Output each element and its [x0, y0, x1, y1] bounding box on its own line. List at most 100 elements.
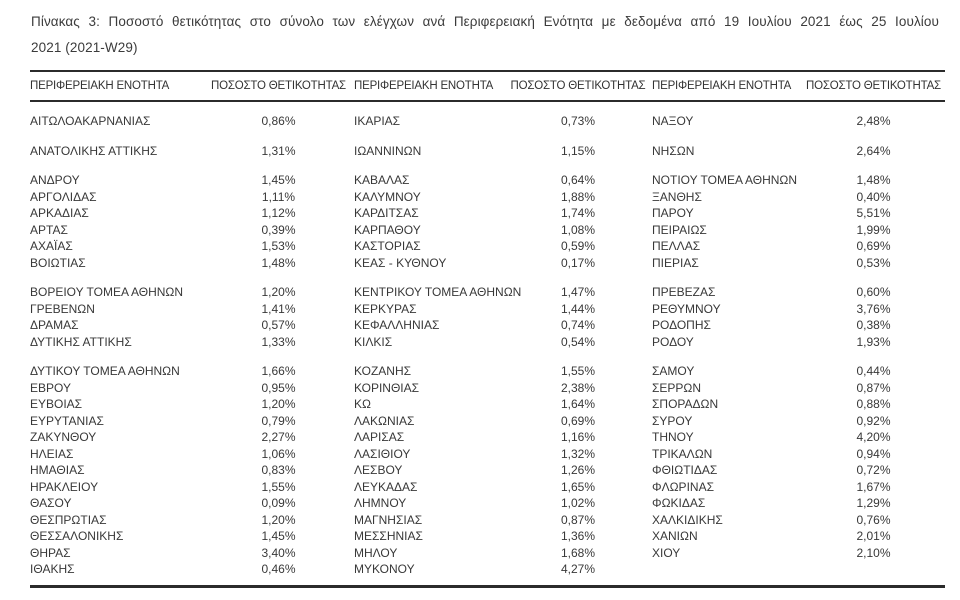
table-row: ΑΝΔΡΟΥ 1,45% ΚΑΒΑΛΑΣ 0,64% ΝΟΤΙΟΥ ΤΟΜΕΑ ΑΘΗΝ… — [30, 172, 945, 189]
positivity-cell: 0,44% — [856, 364, 891, 378]
region-cell: ΔΥΤΙΚΗΣ ΑΤΤΙΚΗΣ — [30, 334, 132, 349]
positivity-cell: 0,73% — [560, 114, 596, 128]
region-cell: ΑΙΤΩΛΟΑΚΑΡΝΑΝΙΑΣ — [30, 114, 151, 128]
region-cell: ΘΑΣΟΥ — [30, 496, 72, 510]
positivity-cell: 0,46% — [261, 562, 296, 576]
region-cell: ΒΟΙΩΤΙΑΣ — [30, 255, 86, 270]
region-cell: ΠΕΛΛΑΣ — [652, 239, 701, 253]
region-cell: ΣΕΡΡΩΝ — [652, 380, 702, 395]
positivity-cell: 2,48% — [856, 114, 891, 128]
region-cell: ΑΡΚΑΔΙΑΣ — [30, 206, 89, 220]
positivity-cell: 2,10% — [856, 545, 891, 560]
positivity-cell: 0,88% — [856, 397, 891, 411]
region-cell: ΒΟΡΕΙΟΥ ΤΟΜΕΑ ΑΘΗΝΩΝ — [30, 285, 184, 299]
region-cell: ΚΩ — [354, 397, 371, 411]
table-row: ΘΕΣΠΡΩΤΙΑΣ 1,20% ΜΑΓΝΗΣΙΑΣ 0,87% ΧΑΛΚΙΔΙΚΗΣ 0… — [30, 512, 945, 529]
positivity-cell: 1,20% — [261, 512, 296, 527]
table-row: ΑΧΑΪΑΣ 1,53% ΚΑΣΤΟΡΙΑΣ 0,59% ΠΕΛΛΑΣ 0,69% — [30, 238, 945, 255]
region-cell: ΚΑΒΑΛΑΣ — [354, 173, 410, 187]
region-cell: ΗΡΑΚΛΕΙΟΥ — [30, 479, 99, 494]
positivity-cell: 1,48% — [856, 173, 891, 187]
positivity-cell: 1,31% — [261, 143, 296, 158]
region-cell: ΖΑΚΥΝΘΟΥ — [30, 430, 97, 444]
table-row: ΔΡΑΜΑΣ 0,57% ΚΕΦΑΛΛΗΝΙΑΣ 0,74% ΡΟΔΟΠΗΣ 0,38% — [30, 317, 945, 334]
region-cell: ΛΕΥΚΑΔΑΣ — [354, 479, 418, 494]
region-cell: ΘΗΡΑΣ — [30, 545, 71, 560]
region-cell: ΘΕΣΠΡΩΤΙΑΣ — [30, 512, 107, 527]
positivity-cell: 1,11% — [261, 189, 296, 204]
positivity-cell: 1,36% — [560, 529, 596, 543]
column-header-region: ΠΕΡΙΦΕΡΕΙΑΚΗ ΕΝΟΤΗΤΑ — [652, 80, 792, 92]
positivity-cell: 0,72% — [856, 463, 891, 477]
positivity-cell: 0,74% — [560, 318, 596, 332]
table-row: ΘΗΡΑΣ 3,40% ΜΗΛΟΥ 1,68% ΧΙΟΥ 2,10% — [30, 545, 945, 562]
region-cell: ΘΕΣΣΑΛΟΝΙΚΗΣ — [30, 529, 124, 543]
region-cell: ΤΡΙΚΑΛΩΝ — [652, 446, 713, 461]
table-row: ΑΙΤΩΛΟΑΚΑΡΝΑΝΙΑΣ 0,86% ΙΚΑΡΙΑΣ 0,73% ΝΑΞΟΥ 2,… — [30, 113, 945, 130]
region-cell: ΚΑΡΔΙΤΣΑΣ — [354, 206, 419, 220]
table-row: ΕΥΒΟΙΑΣ 1,20% ΚΩ 1,64% ΣΠΟΡΑΔΩΝ 0,88% — [30, 396, 945, 413]
region-cell: ΑΝΔΡΟΥ — [30, 173, 80, 187]
region-cell: ΚΑΡΠΑΘΟΥ — [354, 222, 421, 237]
region-cell: ΙΘΑΚΗΣ — [30, 562, 75, 576]
positivity-cell: 1,44% — [560, 301, 596, 316]
table-row: ΑΡΤΑΣ 0,39% ΚΑΡΠΑΘΟΥ 1,08% ΠΕΙΡΑΙΩΣ 1,99% — [30, 222, 945, 239]
positivity-cell: 1,06% — [261, 446, 296, 461]
region-cell: ΦΘΙΩΤΙΔΑΣ — [652, 463, 718, 477]
column-header-positivity: ΠΟΣΟΣΤΟ ΘΕΤΙΚΟΤΗΤΑΣ — [211, 80, 346, 92]
positivity-cell: 1,47% — [560, 285, 596, 299]
region-cell: ΔΥΤΙΚΟΥ ΤΟΜΕΑ ΑΘΗΝΩΝ — [30, 364, 180, 378]
positivity-cell: 3,40% — [261, 545, 296, 560]
table-row: ΒΟΙΩΤΙΑΣ 1,48% ΚΕΑΣ - ΚΥΘΝΟΥ 0,17% ΠΙΕΡΙΑΣ 0,… — [30, 255, 945, 272]
table-row: ΒΟΡΕΙΟΥ ΤΟΜΕΑ ΑΘΗΝΩΝ 1,20% ΚΕΝΤΡΙΚΟΥ ΤΟΜΕΑ… — [30, 284, 945, 301]
region-cell: ΜΕΣΣΗΝΙΑΣ — [354, 529, 423, 543]
region-cell: ΡΟΔΟΠΗΣ — [652, 318, 711, 332]
positivity-cell: 1,53% — [261, 239, 296, 253]
positivity-cell: 0,40% — [856, 189, 891, 204]
positivity-cell: 1,02% — [560, 496, 596, 510]
region-cell: ΜΑΓΝΗΣΙΑΣ — [354, 512, 423, 527]
region-cell: ΛΕΣΒΟΥ — [354, 463, 403, 477]
positivity-cell: 0,57% — [261, 318, 296, 332]
positivity-cell: 0,87% — [560, 512, 596, 527]
row-group: ΑΙΤΩΛΟΑΚΑΡΝΑΝΙΑΣ 0,86% ΙΚΑΡΙΑΣ 0,73% ΝΑΞΟΥ 2,… — [30, 113, 945, 130]
positivity-cell: 0,69% — [560, 413, 596, 428]
region-cell: ΕΥΡΥΤΑΝΙΑΣ — [30, 413, 104, 428]
region-cell: ΗΜΑΘΙΑΣ — [30, 463, 85, 477]
row-group: ΔΥΤΙΚΟΥ ΤΟΜΕΑ ΑΘΗΝΩΝ 1,66% ΚΟΖΑΝΗΣ 1,55% ΣΑΜ… — [30, 363, 945, 578]
table-row: ΗΡΑΚΛΕΙΟΥ 1,55% ΛΕΥΚΑΔΑΣ 1,65% ΦΛΩΡΙΝΑΣ 1,67% — [30, 479, 945, 496]
region-cell: ΛΑΣΙΘΙΟΥ — [354, 446, 411, 461]
positivity-cell: 1,68% — [560, 545, 596, 560]
region-cell: ΣΑΜΟΥ — [652, 364, 695, 378]
table-caption: Πίνακας 3: Ποσοστό θετικότητας στο σύνολ… — [31, 9, 939, 61]
caption-line-2: 2021 (2021-W29) — [31, 40, 138, 55]
table-row: ΑΝΑΤΟΛΙΚΗΣ ΑΤΤΙΚΗΣ 1,31% ΙΩΑΝΝΙΝΩΝ 1,15% ΝΗΣ… — [30, 143, 945, 160]
table-row: ΙΘΑΚΗΣ 0,46% ΜΥΚΟΝΟΥ 4,27% — [30, 561, 945, 578]
table-row: ΗΜΑΘΙΑΣ 0,83% ΛΕΣΒΟΥ 1,26% ΦΘΙΩΤΙΔΑΣ 0,72% — [30, 462, 945, 479]
positivity-cell: 1,48% — [261, 255, 296, 270]
region-cell: ΑΝΑΤΟΛΙΚΗΣ ΑΤΤΙΚΗΣ — [30, 143, 158, 158]
positivity-table: ΠΕΡΙΦΕΡΕΙΑΚΗ ΕΝΟΤΗΤΑ ΠΟΣΟΣΤΟ ΘΕΤΙΚΟΤΗΤΑΣ Π… — [30, 70, 945, 588]
positivity-cell: 1,12% — [261, 206, 296, 220]
region-cell: ΧΙΟΥ — [652, 545, 681, 560]
positivity-cell: 1,32% — [560, 446, 596, 461]
region-cell: ΦΩΚΙΔΑΣ — [652, 496, 706, 510]
positivity-cell: 0,83% — [261, 463, 296, 477]
table-row: ΑΡΓΟΛΙΔΑΣ 1,11% ΚΑΛΥΜΝΟΥ 1,88% ΞΑΝΘΗΣ 0,40% — [30, 189, 945, 206]
positivity-cell: 5,51% — [856, 206, 891, 220]
caption-line-1: Πίνακας 3: Ποσοστό θετικότητας στο σύνολ… — [31, 14, 939, 29]
positivity-cell: 0,79% — [261, 413, 296, 428]
region-cell: ΡΕΘΥΜΝΟΥ — [652, 301, 721, 316]
positivity-cell: 1,20% — [261, 397, 296, 411]
region-cell: ΕΥΒΟΙΑΣ — [30, 397, 83, 411]
column-header-positivity: ΠΟΣΟΣΤΟ ΘΕΤΙΚΟΤΗΤΑΣ — [806, 80, 941, 92]
region-cell: ΛΑΡΙΣΑΣ — [354, 430, 405, 444]
region-cell: ΚΑΣΤΟΡΙΑΣ — [354, 239, 421, 253]
positivity-cell: 0,54% — [560, 334, 596, 349]
positivity-cell: 0,09% — [261, 496, 296, 510]
region-cell: ΕΒΡΟΥ — [30, 380, 71, 395]
positivity-cell: 1,99% — [856, 222, 891, 237]
row-group: ΑΝΑΤΟΛΙΚΗΣ ΑΤΤΙΚΗΣ 1,31% ΙΩΑΝΝΙΝΩΝ 1,15% ΝΗΣ… — [30, 143, 945, 160]
column-header-region: ΠΕΡΙΦΕΡΕΙΑΚΗ ΕΝΟΤΗΤΑ — [30, 80, 170, 92]
